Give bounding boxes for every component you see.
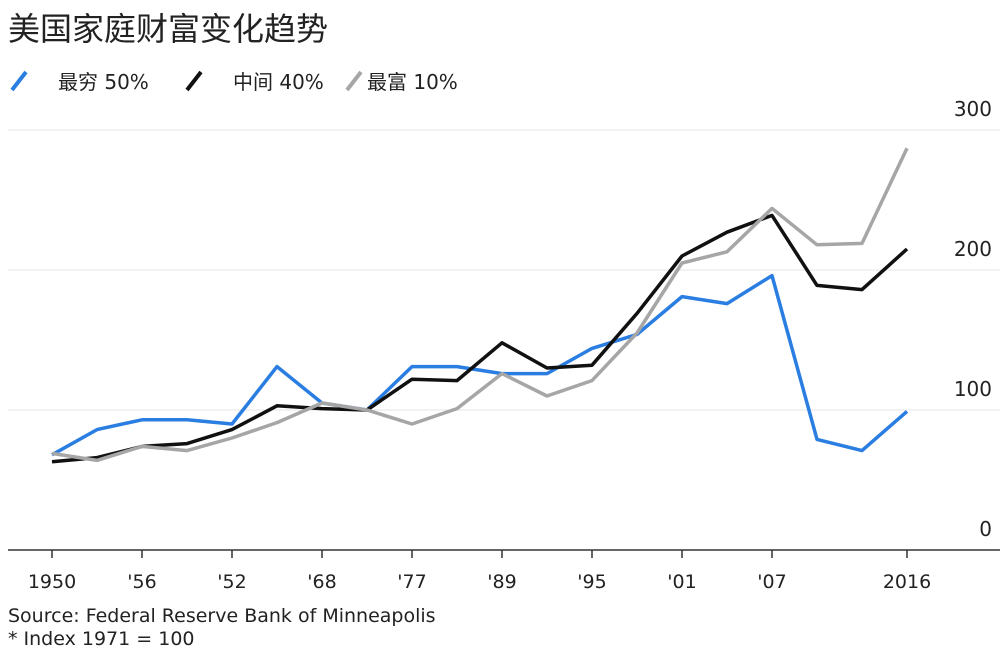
legend-swatch (10, 70, 28, 92)
legend-label: 中间 40% (233, 70, 324, 94)
y-tick-label: 200 (954, 237, 992, 261)
legend-swatch (345, 70, 363, 92)
legend-label: 最穷 50% (58, 70, 149, 94)
x-tick-label: 1950 (28, 571, 76, 593)
x-tick-label: '56 (127, 571, 156, 593)
legend-label: 最富 10% (367, 70, 458, 94)
x-tick-label: '77 (397, 571, 426, 593)
series-line (51, 273, 909, 457)
source: Source: Federal Reserve Bank of Minneapo… (8, 605, 436, 627)
x-tick-label: '68 (307, 571, 336, 593)
x-tick-label: '52 (217, 571, 246, 593)
x-tick-label: 2016 (883, 571, 931, 593)
legend-swatch (185, 70, 203, 92)
x-tick-label: '07 (757, 571, 786, 593)
x-tick-label: '01 (667, 571, 696, 593)
y-tick-label: 0 (979, 517, 992, 541)
series-line (51, 213, 909, 464)
note: * Index 1971 = 100 (8, 628, 195, 650)
chart-title: 美国家庭财富变化趋势 (8, 10, 328, 48)
y-tick-label: 300 (954, 97, 992, 121)
x-tick-label: '89 (487, 571, 516, 593)
series-line (51, 147, 909, 463)
y-tick-label: 100 (954, 377, 992, 401)
x-tick-label: '95 (577, 571, 606, 593)
